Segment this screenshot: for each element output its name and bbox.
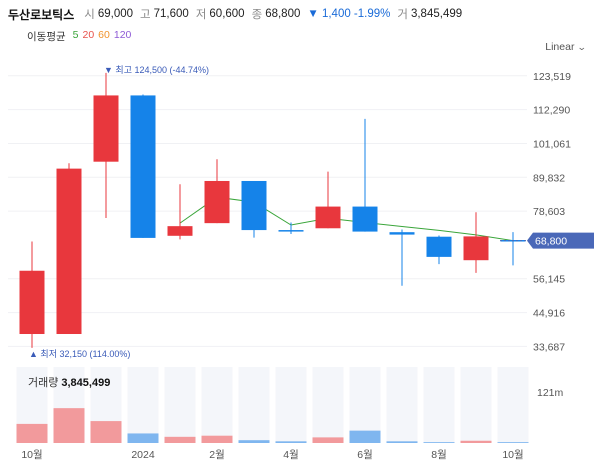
high-label: 고	[140, 9, 151, 21]
volume-panel-label: 거래량 3,845,499	[28, 374, 110, 390]
price-tick-label: 78,603	[533, 206, 565, 218]
candle-body	[389, 232, 415, 235]
scale-selector[interactable]: Linear ⌄	[545, 41, 588, 53]
price-tick-label: 123,519	[533, 71, 571, 83]
current-price-tag	[527, 232, 594, 249]
open-value: 69,000	[97, 8, 134, 20]
volume-bar	[201, 435, 233, 443]
candle-body	[315, 206, 341, 229]
candle-body	[167, 226, 193, 236]
change-value: ▼ 1,400 -1.99%	[307, 8, 391, 20]
volume-bar	[90, 421, 122, 443]
volume-bar	[349, 430, 381, 443]
annotations: ▼ 최고 124,500 (-44.74%) ▲ 최저 32,150 (114.0…	[29, 65, 209, 359]
volume-bar	[460, 440, 492, 443]
volume-column-bg	[497, 367, 529, 443]
volume-column-bg	[164, 367, 196, 443]
time-tick-label: 6월	[357, 449, 373, 461]
volume-column-bg	[386, 367, 418, 443]
low-value: 60,600	[209, 8, 245, 20]
candle-body	[204, 180, 230, 224]
time-axis: 10월 2024 2월 4월 6월 8월 10월	[21, 449, 523, 461]
volume-column-bg	[460, 367, 492, 443]
price-grid	[8, 75, 527, 347]
price-tick-label: 112,290	[533, 105, 570, 117]
volume-label: 거	[397, 9, 408, 21]
time-tick-label: 4월	[283, 449, 299, 461]
volume-bar	[53, 408, 85, 443]
time-tick-label: 2월	[209, 449, 225, 461]
volume-bars	[16, 408, 529, 443]
candle-body	[352, 206, 378, 232]
price-axis: 121m 123,519 112,290 101,061 89,832 78,603 56,…	[500, 71, 594, 399]
close-value: 68,800	[265, 8, 301, 20]
candles	[19, 72, 526, 348]
candle-body	[241, 180, 267, 231]
volume-bar	[386, 441, 418, 443]
price-tick-label: 33,687	[533, 341, 565, 353]
volume-column-bg	[201, 367, 233, 443]
volume-column-bg	[423, 367, 455, 443]
volume-column-bg	[275, 367, 307, 443]
ma5-line	[179, 196, 514, 242]
low-annotation: ▲ 최저 32,150 (114.00%)	[29, 349, 130, 359]
volume-bar	[16, 423, 48, 443]
volume-bar	[423, 442, 455, 443]
price-tick-label: 56,145	[533, 274, 565, 286]
price-tick-label: 44,916	[533, 308, 565, 320]
volume-panel-value: 3,845,499	[61, 377, 111, 389]
low-label: 저	[195, 9, 207, 21]
moving-average-lines	[179, 196, 514, 242]
candle-body	[93, 95, 119, 162]
price-tick-label: 89,832	[533, 172, 565, 184]
candle-body	[130, 95, 156, 238]
volume-column-bg	[312, 367, 344, 443]
candle-body	[463, 236, 489, 261]
volume-axis-label: 121m	[537, 387, 564, 399]
volume-column-bg	[238, 367, 270, 443]
candle-body	[278, 230, 304, 232]
time-tick-label: 10월	[21, 449, 42, 461]
volume-bar	[164, 436, 196, 443]
candle-body	[56, 168, 82, 335]
price-summary-header: 두산로보틱스 시 69,000 고 71,600 저 60,600 종 68,8…	[8, 6, 466, 22]
open-label: 시	[84, 9, 95, 21]
stock-name: 두산로보틱스	[8, 7, 75, 22]
volume-bar	[275, 441, 307, 443]
high-annotation: ▼ 최고 124,500 (-44.74%)	[104, 65, 209, 75]
ma-60-label: 60	[98, 29, 110, 41]
current-price-label: 68,800	[535, 236, 567, 248]
close-label: 종	[251, 9, 263, 21]
ma-5-label: 5	[72, 29, 79, 41]
time-tick-label: 8월	[431, 449, 447, 461]
moving-average-legend[interactable]: 이동평균 5 20 60 120	[27, 29, 131, 44]
scale-selector-label: Linear	[545, 41, 575, 53]
ma-120-label: 120	[113, 29, 132, 41]
high-value: 71,600	[153, 8, 189, 20]
volume-column-bg	[127, 367, 159, 443]
volume-bar	[127, 433, 159, 443]
time-tick-label: 2024	[131, 449, 155, 461]
moving-average-title: 이동평균	[27, 31, 66, 43]
volume-value: 3,845,499	[410, 8, 463, 20]
volume-column-bg	[349, 367, 381, 443]
volume-bar	[497, 442, 529, 443]
time-tick-label: 10월	[502, 449, 523, 461]
candle-body	[426, 236, 452, 257]
volume-bar	[312, 437, 344, 443]
chevron-down-icon: ⌄	[577, 41, 588, 52]
volume-panel-title: 거래량	[28, 377, 59, 389]
ma-20-label: 20	[82, 29, 95, 41]
candle-body	[19, 270, 45, 335]
volume-bar	[238, 440, 270, 443]
price-tick-label: 101,061	[533, 138, 571, 150]
